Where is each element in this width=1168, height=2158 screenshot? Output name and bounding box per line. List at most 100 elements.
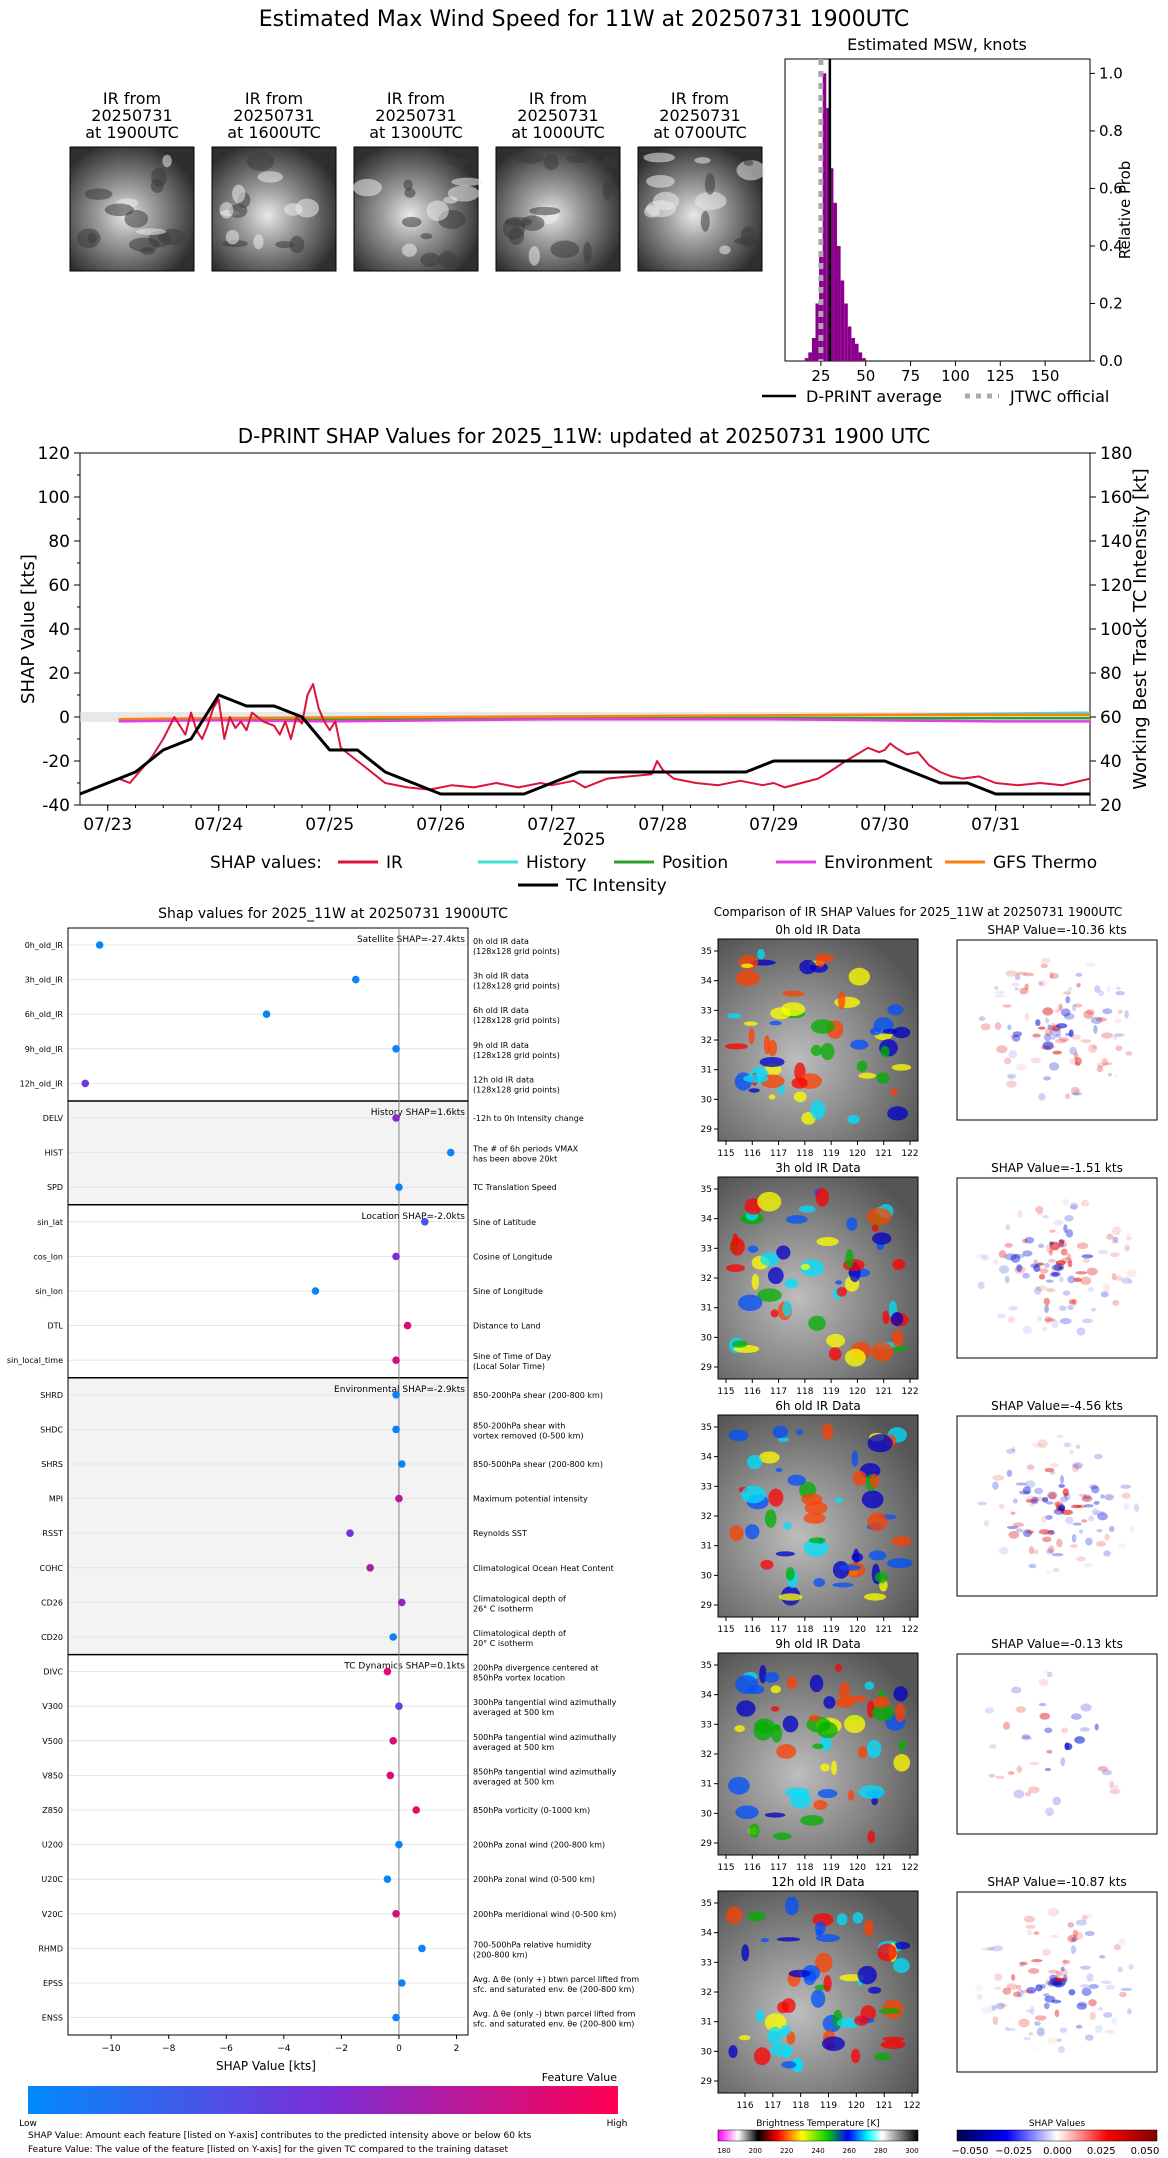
fp-feature-desc: 500hPa tangential wind azimuthally [473, 1733, 617, 1742]
irc-shap-speckle [1121, 1492, 1131, 1499]
thumb-label-line2: 20250731 [659, 106, 740, 125]
irc-shap-speckle [1025, 2009, 1033, 2013]
irc-shap-speckle [1028, 1786, 1040, 1794]
irc-shap-speckle [1013, 1789, 1025, 1799]
irc-shap-speckle [991, 1945, 1004, 1952]
cloud-texture [275, 241, 294, 249]
irc-cloud-blob [872, 1232, 892, 1245]
ts-ytick-left-label: 20 [48, 664, 70, 684]
irc-shap-speckle [1007, 1316, 1015, 1323]
irc-cloud-blob [893, 1754, 911, 1772]
irc-cloud-blob [726, 1264, 745, 1272]
irc-shap-speckle [1104, 1533, 1110, 1541]
irc-cloud-blob [882, 2036, 905, 2042]
fp-point-0h_old_ir [95, 941, 104, 949]
irc-shap-speckle [1033, 1264, 1041, 1272]
irc-cloud-blob [798, 1205, 816, 1213]
irc-cloud-blob [857, 1746, 868, 1759]
ts-ytick-left-label: 80 [48, 532, 70, 552]
irc-xtick-label: 118 [792, 2101, 809, 2111]
fp-point-z850 [412, 1806, 421, 1814]
irc-cloud-blob [813, 1799, 828, 1810]
irc-cloud-blob [880, 1045, 890, 1058]
irc-shap-speckle [1045, 1979, 1051, 1986]
ts-ytick-left-label: -20 [42, 752, 70, 772]
irc-shap-speckle [1044, 1262, 1050, 1268]
bt-tick-label: 180 [717, 2147, 730, 2155]
fp-feature-name: MPI [49, 1495, 63, 1504]
irc-shap-speckle [1076, 1327, 1086, 1336]
irc-cloud-blob [861, 1490, 884, 1509]
irc-shap-speckle [1046, 1749, 1053, 1754]
fp-feature-name: Z850 [42, 1806, 63, 1815]
msw-xtick-label: 150 [1031, 367, 1060, 385]
irc-cloud-blob [845, 1695, 868, 1702]
fp-point-shrs [398, 1460, 406, 1468]
irc-cloud-blob [852, 1912, 864, 1924]
irc-cloud-blob [892, 1957, 910, 1974]
irc-shap-image [956, 1177, 1158, 1359]
irc-shap-speckle [1075, 1271, 1088, 1275]
irc-xtick-label: 122 [901, 1387, 918, 1397]
ts-legend-prefix: SHAP values: [210, 853, 322, 873]
irc-cloud-blob [831, 1760, 838, 1776]
fp-feature-name: V850 [42, 1771, 63, 1780]
irc-cloud-blob [792, 2057, 802, 2072]
fp-feature-name: HIST [45, 1149, 63, 1158]
msw-ytick-label: 0.0 [1099, 352, 1123, 370]
cloud-texture [295, 198, 319, 218]
irc-shap-title: SHAP Value=-1.51 kts [991, 1161, 1123, 1175]
ts-xtick-label: 07/31 [971, 815, 1020, 835]
irc-cloud-blob [874, 1571, 888, 1583]
irc-shap-speckle [1040, 957, 1051, 964]
irc-shap-speckle [1073, 1003, 1083, 1008]
irc-shap-speckle [977, 1281, 985, 1290]
irc-cloud-blob [725, 1043, 749, 1050]
fp-group-band [68, 1377, 468, 1655]
ts-ytick-left-label: -40 [42, 796, 70, 816]
irc-cloud-blob [772, 1425, 788, 1439]
fp-point-v850 [386, 1771, 395, 1780]
irc-shap-speckle [1008, 1530, 1020, 1539]
irc-shap-speckle [1111, 2017, 1118, 2025]
cloud-texture [232, 184, 246, 203]
irc-shap-speckle [992, 2016, 999, 2026]
bt-tick-label: 260 [843, 2147, 856, 2155]
irc-shap-speckle [1067, 986, 1073, 992]
irc-shap-speckle [1076, 1556, 1086, 1562]
irc-shap-speckle [1030, 2006, 1035, 2015]
cloud-texture [695, 191, 727, 211]
bt-tick-label: 240 [811, 2147, 824, 2155]
irc-cloud-blob [847, 1789, 855, 1802]
irc-xtick-label: 119 [823, 1863, 840, 1873]
fp-feature-desc: Cosine of Longitude [473, 1252, 553, 1261]
bt-colorbar [717, 2129, 919, 2142]
irc-title: Comparison of IR SHAP Values for 2025_11… [714, 905, 1123, 919]
fp-feature-desc: 200hPa zonal wind (0-500 km) [473, 1875, 595, 1884]
fp-feature-name: V20C [42, 1910, 64, 1919]
fp-feature-desc: averaged at 500 km [473, 1777, 554, 1786]
irc-shap-speckle [1019, 1961, 1028, 1966]
irc-cloud-blob [854, 2015, 869, 2026]
irc-xtick-label: 117 [770, 1387, 787, 1397]
cloud-texture [644, 205, 660, 218]
fp-feature-desc: Reynolds SST [473, 1529, 527, 1538]
irc-cloud-blob [726, 1013, 742, 1019]
fp-feature-desc: sfc. and saturated env. θe (200-800 km) [473, 1985, 634, 1994]
irc-ytick-label: 32 [701, 1274, 712, 1284]
irc-cloud-blob [864, 1919, 874, 1937]
irc-shap-speckle [1074, 1057, 1082, 1066]
irc-shap-speckle [1023, 2037, 1032, 2041]
irc-shap-speckle [1064, 1215, 1074, 1222]
irc-shap-speckle [1044, 1467, 1055, 1473]
irc-shap-speckle [1049, 1229, 1056, 1233]
irc-cloud-blob [775, 1467, 783, 1473]
irc-shap-title: SHAP Value=-0.13 kts [991, 1637, 1123, 1651]
irc-cloud-blob [800, 1259, 825, 1277]
irc-shap-speckle [1097, 1250, 1109, 1255]
fp-feature-desc: -12h to 0h Intensity change [473, 1114, 584, 1123]
irc-cloud-blob [767, 2026, 783, 2046]
irc-ytick-label: 35 [701, 1661, 712, 1671]
irc-shap-speckle [1033, 1549, 1039, 1555]
